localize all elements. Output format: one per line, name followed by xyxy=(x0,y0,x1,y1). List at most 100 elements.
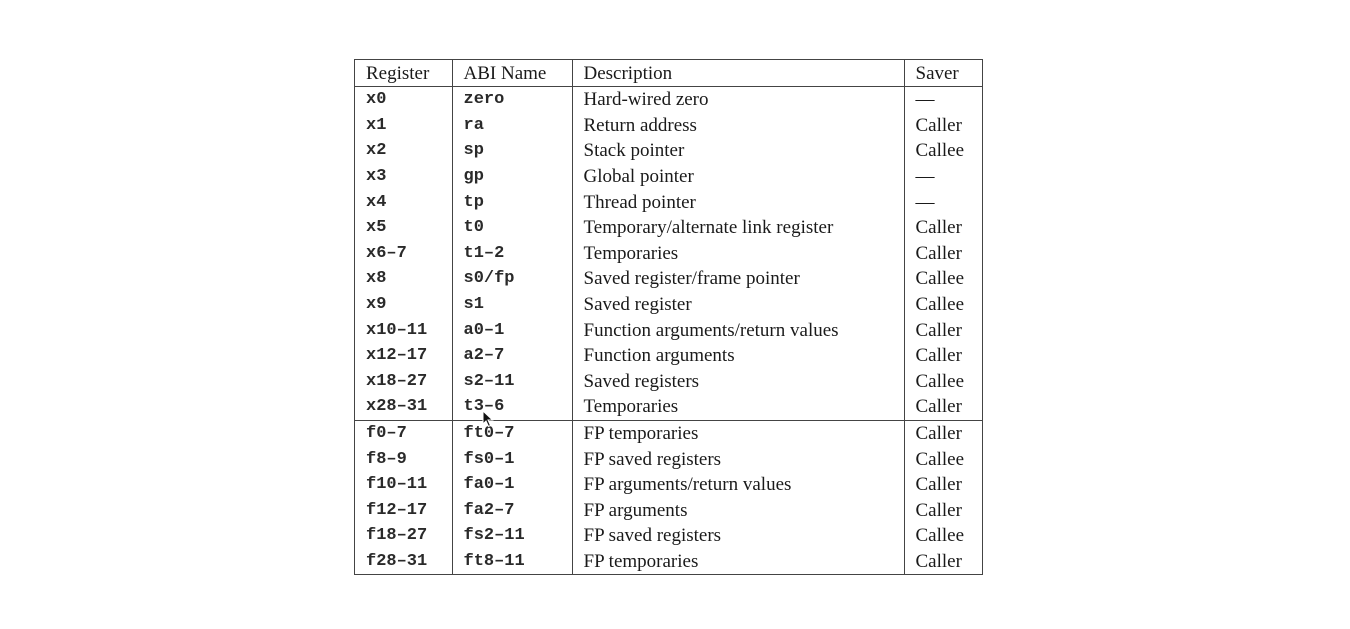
cell-abi-name: sp xyxy=(451,138,572,164)
cell-saver: Caller xyxy=(903,497,982,524)
cell-description: Function arguments/return values xyxy=(571,317,904,343)
cell-abi-name: fs0–1 xyxy=(451,446,572,472)
cell-description: FP arguments/return values xyxy=(571,471,904,498)
cell-saver: Callee xyxy=(903,138,982,164)
cell-abi-name: t1–2 xyxy=(451,240,572,267)
cell-abi-name: s1 xyxy=(451,291,572,318)
cell-saver: — xyxy=(903,163,982,190)
cell-register: x10–11 xyxy=(366,320,428,340)
cell-description: FP temporaries xyxy=(571,548,904,575)
cell-saver: Caller xyxy=(903,548,982,575)
cell-description: Thread pointer xyxy=(571,189,904,215)
cell-register: f0–7 xyxy=(355,419,452,447)
table-row: x1 ra Return address Caller xyxy=(355,112,982,139)
cell-abi-name: zero xyxy=(451,86,572,113)
cell-description: Temporary/alternate link register xyxy=(571,214,904,241)
cell-register: x2 xyxy=(366,141,387,161)
table-row: x8 s0/fp Saved register/frame pointer Calle… xyxy=(355,266,982,292)
cell-register: x1 xyxy=(366,115,387,135)
header-saver: Saver xyxy=(903,60,982,87)
cell-saver: Caller xyxy=(903,419,982,447)
table-row: f28–31 ft8–11 FP temporaries Caller xyxy=(355,548,982,575)
cell-abi-name: fa0–1 xyxy=(451,471,572,498)
header-abi-name: ABI Name xyxy=(451,60,572,87)
cell-register: x3 xyxy=(366,167,387,187)
cell-saver: Caller xyxy=(903,112,982,139)
cell-saver: — xyxy=(903,189,982,215)
cell-register: x9 xyxy=(366,295,387,315)
cell-saver: Caller xyxy=(903,317,982,343)
cell-saver: Callee xyxy=(903,368,982,395)
table-row: x6–7 t1–2 Temporaries Caller xyxy=(355,240,982,267)
cell-description: Temporaries xyxy=(571,394,904,421)
cell-description: Stack pointer xyxy=(571,138,904,164)
cell-description: Saved registers xyxy=(571,368,904,395)
cell-register: f18–27 xyxy=(366,526,428,546)
table-row: f18–27 fs2–11 FP saved registers Callee xyxy=(355,523,982,549)
cell-abi-name: tp xyxy=(451,189,572,215)
cell-saver: Callee xyxy=(903,446,982,472)
cell-description: FP temporaries xyxy=(571,419,904,447)
cell-description: Saved register/frame pointer xyxy=(571,266,904,292)
cell-abi-name: t0 xyxy=(451,214,572,241)
cell-description: Saved register xyxy=(571,291,904,318)
cell-saver: Caller xyxy=(903,394,982,421)
cell-abi-name: a2–7 xyxy=(451,342,572,369)
table-row: f8–9 fs0–1 FP saved registers Callee xyxy=(355,446,982,472)
cell-saver: — xyxy=(903,86,982,113)
cell-register: x12–17 xyxy=(366,346,428,366)
cell-saver: Callee xyxy=(903,291,982,318)
table-header: Register ABI Name Description Saver xyxy=(355,60,982,87)
cell-description: Return address xyxy=(571,112,904,139)
table-row: f0–7 ft0–7 FP temporaries Caller xyxy=(355,419,982,447)
cell-register: x6–7 xyxy=(366,243,407,263)
cell-register: f28–31 xyxy=(366,551,428,571)
cell-register: f8–9 xyxy=(366,449,407,469)
header-description: Description xyxy=(571,60,904,87)
cell-description: FP saved registers xyxy=(571,523,904,549)
cell-saver: Caller xyxy=(903,342,982,369)
table-row: f10–11 fa0–1 FP arguments/return values Cal… xyxy=(355,471,982,498)
cell-abi-name: s2–11 xyxy=(451,368,572,395)
cell-register: x0 xyxy=(366,90,387,110)
cell-saver: Caller xyxy=(903,214,982,241)
cell-register: x18–27 xyxy=(366,371,428,391)
cell-register: f10–11 xyxy=(366,475,428,495)
cell-register: x28–31 xyxy=(366,397,428,417)
table-row: x28–31 t3–6 Temporaries Caller xyxy=(355,394,982,421)
cell-abi-name: t3–6 xyxy=(451,394,572,421)
register-abi-table: Register ABI Name Description Saver x0 ze… xyxy=(355,60,982,575)
cell-description: FP arguments xyxy=(571,497,904,524)
cell-abi-name: a0–1 xyxy=(451,317,572,343)
cell-abi-name: ft8–11 xyxy=(451,548,572,575)
header-register: Register xyxy=(355,60,452,87)
cell-abi-name: fs2–11 xyxy=(451,523,572,549)
cell-register: x5 xyxy=(366,218,387,238)
table-body: x0 zero Hard-wired zero — x1 ra Return address… xyxy=(355,86,982,575)
cell-register: x4 xyxy=(366,192,387,212)
cell-description: Temporaries xyxy=(571,240,904,267)
table-row: f12–17 fa2–7 FP arguments Caller xyxy=(355,497,982,524)
table-row: x12–17 a2–7 Function arguments Caller xyxy=(355,342,982,369)
table-row: x3 gp Global pointer — xyxy=(355,163,982,190)
mouse-cursor-icon xyxy=(482,410,494,428)
cell-saver: Caller xyxy=(903,240,982,267)
cell-abi-name: ra xyxy=(451,112,572,139)
cell-description: Function arguments xyxy=(571,342,904,369)
table-row: x10–11 a0–1 Function arguments/return valu… xyxy=(355,317,982,343)
header-row: Register ABI Name Description Saver xyxy=(355,60,982,87)
table-row: x18–27 s2–11 Saved registers Callee xyxy=(355,368,982,395)
table-row: x5 t0 Temporary/alternate link register Cal… xyxy=(355,214,982,241)
table-row: x2 sp Stack pointer Callee xyxy=(355,138,982,164)
table-row: x4 tp Thread pointer — xyxy=(355,189,982,215)
cell-description: Global pointer xyxy=(571,163,904,190)
cell-register: f12–17 xyxy=(366,500,428,520)
cell-abi-name: fa2–7 xyxy=(451,497,572,524)
cell-saver: Callee xyxy=(903,523,982,549)
cell-abi-name: gp xyxy=(451,163,572,190)
cell-saver: Caller xyxy=(903,471,982,498)
register-table-container: Register ABI Name Description Saver x0 ze… xyxy=(354,59,983,575)
cell-description: Hard-wired zero xyxy=(571,86,904,113)
table-row: x9 s1 Saved register Callee xyxy=(355,291,982,318)
cell-register: x8 xyxy=(366,269,387,289)
